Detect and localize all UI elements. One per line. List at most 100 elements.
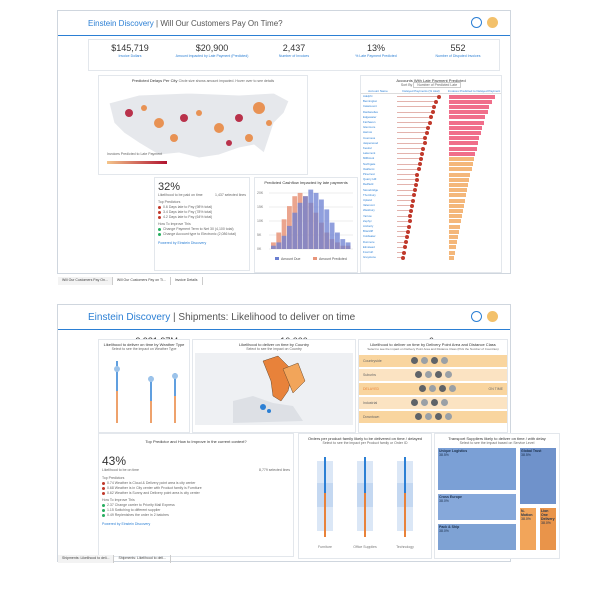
delivery-row[interactable]: DELAYED	[359, 383, 507, 395]
cashflow-bar-due[interactable]	[345, 242, 351, 249]
city-marker[interactable]	[141, 105, 147, 111]
account-row[interactable]: Inverness	[361, 136, 501, 141]
improve-label: How To Improve This	[158, 222, 191, 226]
account-row[interactable]: Coldwater	[361, 234, 501, 239]
account-row[interactable]: Bennington	[361, 99, 501, 104]
cashflow-bar-due[interactable]	[324, 209, 330, 249]
cashflow-bar-due[interactable]	[276, 242, 282, 249]
account-row[interactable]: Kestrel	[361, 146, 501, 151]
account-name: Jasperwood	[363, 140, 379, 145]
delivery-row[interactable]: Industrial	[359, 397, 507, 409]
city-marker[interactable]	[180, 114, 188, 122]
account-row[interactable]: Valemont	[361, 203, 501, 208]
account-row[interactable]: Briarcliff	[361, 229, 501, 234]
city-marker[interactable]	[125, 109, 133, 117]
info-icon[interactable]	[471, 17, 482, 28]
account-row[interactable]: Pinecrest	[361, 172, 501, 177]
cashflow-bar-predicted[interactable]	[281, 219, 287, 249]
supplier-cell[interactable]: Cross Europe 38.0%	[437, 493, 517, 521]
cashflow-bar-due[interactable]	[297, 202, 303, 249]
account-row[interactable]: Fairhaven	[361, 120, 501, 125]
cashflow-bar-due[interactable]	[340, 239, 346, 249]
city-marker[interactable]	[235, 114, 243, 122]
account-row[interactable]: Adelphi	[361, 94, 501, 99]
account-row[interactable]: Zephyr	[361, 219, 501, 224]
weather-chart[interactable]	[99, 351, 189, 427]
settings-icon[interactable]	[487, 17, 498, 28]
account-row[interactable]: Redfield	[361, 182, 501, 187]
delayed-dot	[419, 156, 423, 161]
x-tick-label: Technology	[396, 545, 414, 549]
status-dot-icon	[102, 503, 105, 507]
account-row[interactable]: Lakemont	[361, 151, 501, 156]
city-marker[interactable]	[196, 110, 202, 116]
city-marker[interactable]	[214, 123, 224, 133]
cashflow-bar-due[interactable]	[335, 232, 340, 250]
city-marker[interactable]	[226, 140, 232, 146]
status-dot-icon	[158, 227, 161, 231]
delivery-row[interactable]: Downtown	[359, 411, 507, 423]
account-row[interactable]: Millbrook	[361, 156, 501, 161]
account-row[interactable]: Elmstead	[361, 245, 501, 250]
orders-chart[interactable]: Furniture Office Supplies Technology	[299, 445, 431, 553]
sheet-tab[interactable]: Shipments: Likelihood to deli...	[58, 555, 115, 563]
orders-title: Orders per product family likely to be d…	[307, 436, 423, 441]
delivery-matrix[interactable]: Countryside Suburbs DELAYED Industrial Downt…	[359, 353, 507, 427]
supplier-cell[interactable]: Pack & Ship 38.0%	[437, 523, 517, 551]
cashflow-bar-predicted[interactable]	[276, 232, 282, 250]
europe-map[interactable]	[193, 351, 355, 427]
account-row[interactable]: Greystone	[361, 255, 501, 260]
cashflow-bar-due[interactable]	[313, 192, 319, 249]
account-row[interactable]: Foxcroft	[361, 250, 501, 255]
city-marker[interactable]	[253, 102, 265, 114]
supplier-cell[interactable]: Unique Logistics 38.5%	[437, 447, 517, 491]
account-row[interactable]: Glenmore	[361, 125, 501, 130]
delivery-row[interactable]: Countryside	[359, 355, 507, 367]
suppliers-treemap[interactable]: Unique Logistics 38.5% Global Trust 38.5% Cr…	[435, 445, 559, 553]
cashflow-bar-due[interactable]	[292, 212, 298, 249]
account-row[interactable]: Stonebridge	[361, 188, 501, 193]
distance-marker-icon	[431, 399, 438, 406]
cashflow-bar-due[interactable]	[281, 235, 287, 249]
supplier-cell[interactable]: N-Motion 38.0%	[519, 507, 537, 551]
account-row[interactable]: Catamount	[361, 104, 501, 109]
account-row[interactable]: Oakhurst	[361, 167, 501, 172]
account-row[interactable]: Westbury	[361, 208, 501, 213]
account-row[interactable]: Amberly	[361, 224, 501, 229]
account-row[interactable]: Thornbury	[361, 193, 501, 198]
cashflow-bar-due[interactable]	[308, 189, 314, 249]
cashflow-bar-due[interactable]	[271, 245, 276, 249]
settings-icon[interactable]	[487, 311, 498, 322]
cashflow-bar-due[interactable]	[303, 196, 308, 249]
account-row[interactable]: Quarry Hill	[361, 177, 501, 182]
supplier-cell[interactable]: Global Trust 38.5%	[519, 447, 557, 505]
account-row[interactable]: Jasperwood	[361, 141, 501, 146]
cashflow-chart[interactable]: 20K 15K 10K 5K 0K Amount Due Amount Predicted	[255, 185, 357, 265]
account-row[interactable]: Upland	[361, 198, 501, 203]
account-row[interactable]: Harrow	[361, 130, 501, 135]
city-marker[interactable]	[245, 134, 253, 142]
city-marker[interactable]	[154, 118, 164, 128]
city-marker[interactable]	[266, 120, 272, 126]
us-map[interactable]	[99, 83, 307, 169]
cashflow-bar-due[interactable]	[329, 222, 335, 249]
account-row[interactable]: Northgate	[361, 162, 501, 167]
account-row[interactable]: Edgewater	[361, 115, 501, 120]
city-marker[interactable]	[170, 134, 178, 142]
delivery-panel: Likelihood to deliver on time by Deliver…	[358, 339, 508, 433]
cashflow-bar-due[interactable]	[287, 225, 292, 249]
account-row[interactable]: Yarrow	[361, 214, 501, 219]
sheet-tab[interactable]: Shipments: Likelihood to deli...	[114, 555, 171, 563]
sheet-tab[interactable]: Will Our Customers Pay On...	[58, 277, 113, 285]
cashflow-bar-predicted[interactable]	[271, 242, 276, 249]
sheet-tab[interactable]: Invoice Details	[171, 277, 203, 285]
info-icon[interactable]	[471, 311, 482, 322]
account-row[interactable]: Dunmore	[361, 240, 501, 245]
supplier-pct: 38.5%	[521, 453, 531, 457]
account-row[interactable]: Dardanelles	[361, 110, 501, 115]
cashflow-bar-due[interactable]	[319, 199, 324, 250]
supplier-cell[interactable]: Lion One Delivery 38.0%	[539, 507, 557, 551]
sort-select[interactable]: Number of Predicted Late	[413, 82, 462, 88]
delivery-row[interactable]: Suburbs	[359, 369, 507, 381]
sheet-tab[interactable]: Will Our Customers Pay on Ti...	[113, 277, 171, 285]
